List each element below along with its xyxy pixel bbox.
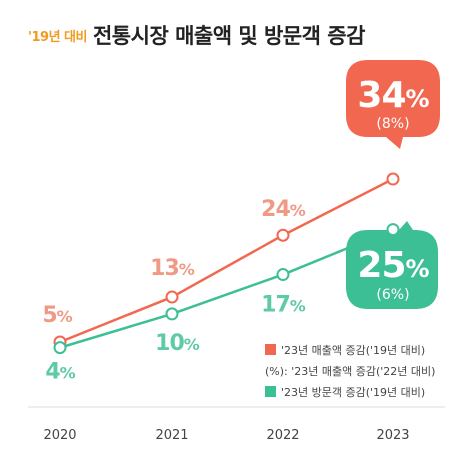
point-sales-2021 <box>165 290 179 304</box>
x-tick-label-2021: 2021 <box>155 428 188 443</box>
point-sales-2023 <box>386 172 400 186</box>
point-visitors-2022 <box>276 268 290 282</box>
data-label-visitors-2022: 17% <box>261 293 306 318</box>
data-label-visitors-2023: 25% <box>357 245 429 286</box>
point-visitors-2023 <box>386 223 400 237</box>
legend-swatch-visitors <box>265 386 276 397</box>
legend-label-sales: '23년 매출액 증감('19년 대비) <box>281 344 425 357</box>
yoy-label-visitors-2023: (6%) <box>376 287 409 303</box>
x-tick-label-2022: 2022 <box>266 428 299 443</box>
point-visitors-2020 <box>53 341 67 355</box>
legend-label-visitors: '23년 방문객 증감('19년 대비) <box>281 386 425 399</box>
point-visitors-2021 <box>165 307 179 321</box>
x-tick-label-2020: 2020 <box>43 428 76 443</box>
data-label-sales-2023: 34% <box>357 75 429 116</box>
callout-bubble-visitors <box>346 221 438 309</box>
series-line-visitors <box>59 228 394 349</box>
title-main: 전통시장 매출액 및 방문객 증감 <box>92 24 365 48</box>
data-label-sales-2021: 13% <box>150 256 195 281</box>
x-tick-label-2023: 2023 <box>376 428 409 443</box>
data-label-sales-2020: 5% <box>42 303 72 328</box>
callout-bubble-sales <box>346 60 440 149</box>
title-highlight: '19년 대비 <box>28 30 87 45</box>
series-line-sales <box>59 177 394 344</box>
yoy-label-sales-2023: (8%) <box>376 116 409 132</box>
data-label-visitors-2021: 10% <box>155 331 200 356</box>
chart-title: '19년 대비 전통시장 매출액 및 방문객 증감 <box>28 20 365 50</box>
legend-swatch-sales <box>265 344 276 355</box>
point-sales-2022 <box>276 228 290 242</box>
data-label-sales-2022: 24% <box>261 197 306 222</box>
legend-label-yoy: (%): '23년 매출액 증감('22년 대비) <box>265 365 435 378</box>
data-label-visitors-2020: 4% <box>45 360 75 385</box>
